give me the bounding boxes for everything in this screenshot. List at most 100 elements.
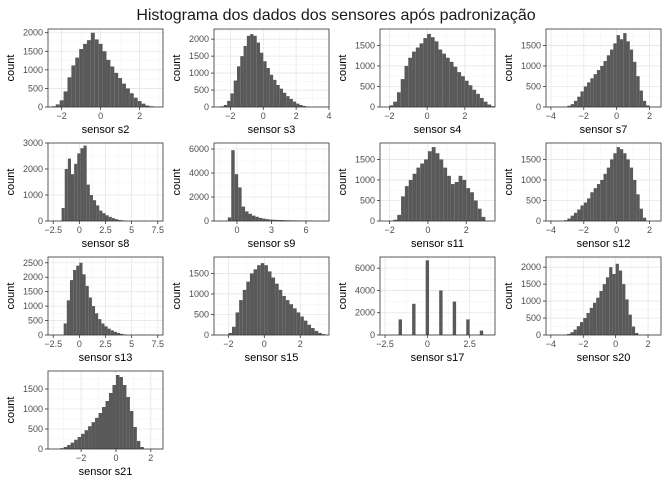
histogram-bar — [628, 314, 632, 335]
histogram-bar — [262, 218, 266, 221]
histogram-bar — [472, 89, 477, 107]
x-tick-label: −2.5 — [44, 339, 62, 349]
y-axis-label: count — [171, 169, 183, 196]
histogram-bar — [613, 43, 617, 107]
histogram-bar — [419, 43, 424, 107]
y-axis-label: count — [503, 55, 515, 82]
y-tick-label: 6000 — [189, 144, 209, 154]
histogram-bar — [88, 297, 92, 335]
y-tick-label: 0 — [204, 216, 209, 226]
histogram-bar — [227, 217, 232, 221]
histogram-bar — [86, 40, 91, 108]
x-tick-label: −4 — [546, 111, 556, 121]
x-tick-label: 6 — [303, 225, 308, 235]
histogram-bar — [412, 173, 417, 221]
histogram-panel: −2 0 2 0 500 1000 1500 sensor s11 count — [337, 142, 496, 250]
histogram-bar — [133, 427, 137, 449]
histogram-bar — [580, 205, 584, 221]
histogram-bar — [408, 57, 413, 107]
histogram-bar — [425, 260, 430, 335]
y-tick-label: 500 — [28, 316, 43, 326]
histogram-bar — [445, 57, 450, 107]
histogram-bar — [233, 80, 237, 107]
histogram-bar — [623, 33, 627, 107]
histogram-bar — [66, 300, 70, 335]
histogram-bar — [231, 326, 236, 335]
histogram-bar — [300, 316, 304, 335]
x-tick-label: 0 — [425, 339, 430, 349]
histogram-bar — [401, 196, 405, 221]
histogram-bar — [303, 320, 308, 335]
histogram-bar — [110, 330, 114, 335]
histogram-bar — [108, 216, 112, 221]
panel-border — [213, 256, 330, 336]
histogram-bar — [82, 274, 86, 335]
histogram-bar — [269, 219, 273, 221]
x-axis-label: sensor s3 — [248, 124, 296, 136]
histogram-bar — [234, 174, 239, 221]
histogram-bar — [266, 68, 270, 107]
histogram-bar — [74, 439, 78, 449]
histogram-bar — [118, 78, 123, 107]
histogram-bar — [263, 61, 267, 107]
histogram-bar — [431, 147, 436, 221]
x-axis-label: sensor s20 — [577, 352, 631, 364]
histogram-bar — [393, 101, 397, 107]
y-tick-label: 4000 — [355, 285, 375, 295]
x-axis-label: sensor s12 — [577, 238, 631, 250]
x-tick-label: 0 — [98, 111, 103, 121]
y-axis-label: count — [337, 55, 349, 82]
histogram-bar — [61, 208, 65, 221]
y-axis-label: count — [171, 283, 183, 310]
histogram-bar — [447, 175, 451, 221]
x-tick-label: 3 — [269, 225, 274, 235]
y-tick-label: 2000 — [23, 28, 43, 38]
histogram-bar — [462, 179, 467, 221]
x-tick-label: 2 — [298, 339, 303, 349]
histogram-bar — [105, 401, 109, 449]
histogram-bar — [76, 265, 80, 335]
y-axis-label: count — [5, 283, 17, 310]
histogram-bar — [230, 93, 234, 107]
histogram-bar — [246, 35, 251, 107]
histogram-bar — [602, 284, 606, 335]
histogram-bar — [420, 163, 425, 221]
histogram-bar — [580, 91, 584, 107]
histogram-bar — [423, 38, 428, 107]
histogram-bar — [636, 194, 640, 221]
histogram-bar — [481, 216, 486, 221]
histogram-bar — [487, 104, 492, 107]
histogram-bar — [412, 303, 416, 335]
panel-border — [213, 28, 330, 108]
histogram-bar — [260, 52, 264, 107]
histogram-bar — [77, 153, 81, 221]
histogram-bar — [631, 326, 636, 335]
x-tick-label: 0 — [613, 339, 618, 349]
histogram-bar — [80, 148, 84, 221]
histogram-bar — [450, 184, 455, 221]
histogram-bar — [102, 213, 106, 221]
x-axis-label: sensor s2 — [82, 124, 130, 136]
histogram-bar — [125, 88, 130, 107]
x-tick-label: 0 — [261, 111, 266, 121]
histogram-bar — [466, 188, 471, 221]
histogram-bar — [99, 210, 103, 221]
histogram-bar — [85, 285, 89, 335]
histogram-bar — [286, 96, 290, 107]
y-axis-label: count — [5, 55, 17, 82]
histogram-bar — [137, 101, 142, 107]
histogram-bar — [408, 179, 413, 221]
histogram-bar — [71, 174, 75, 221]
y-tick-label: 1500 — [521, 279, 541, 289]
histogram-bar — [404, 186, 409, 221]
histogram-bar — [91, 306, 96, 335]
x-tick-label: 5 — [129, 225, 134, 235]
histogram-bar — [67, 77, 72, 107]
histogram-bar — [112, 385, 116, 449]
histogram-bar — [253, 269, 258, 335]
y-tick-label: 0 — [536, 330, 541, 340]
x-tick-label: −2 — [578, 339, 588, 349]
histogram-bar — [606, 167, 611, 221]
histogram-bar — [586, 312, 590, 335]
